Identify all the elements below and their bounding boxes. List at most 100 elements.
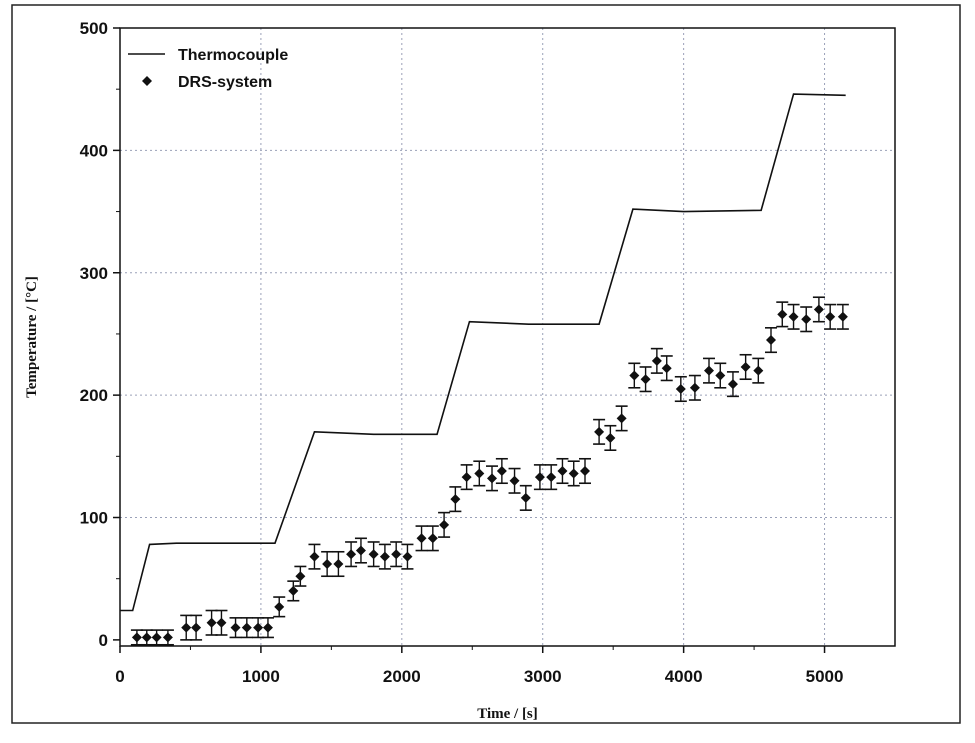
drs-marker	[191, 622, 202, 633]
x-tick-label: 0	[115, 667, 124, 686]
drs-point	[345, 541, 358, 568]
drs-marker	[727, 379, 738, 390]
x-tick-label: 4000	[665, 667, 703, 686]
drs-marker	[439, 519, 450, 530]
drs-point	[150, 629, 163, 646]
drs-point	[367, 541, 380, 568]
drs-marker	[788, 311, 799, 322]
drs-marker	[616, 413, 627, 424]
outer-border	[11, 4, 961, 724]
drs-marker	[594, 426, 605, 437]
ticks-layer: 0 1000 2000 3000 4000 5000 0 100 200 300 400 500	[80, 19, 844, 686]
drs-marker	[580, 466, 590, 477]
drs-marker	[605, 432, 616, 443]
drs-point	[261, 617, 274, 639]
drs-marker	[131, 632, 142, 643]
y-axis-title: Temperature / [°C]	[24, 276, 40, 398]
drs-marker	[322, 559, 333, 570]
drs-point	[378, 543, 391, 570]
drs-point	[836, 303, 849, 330]
drs-marker	[181, 622, 192, 633]
drs-point	[205, 609, 218, 636]
drs-marker	[355, 545, 366, 556]
drs-point	[660, 355, 673, 382]
drs-marker	[534, 472, 545, 483]
drs-point	[229, 617, 242, 639]
drs-marker	[837, 311, 848, 322]
drs-marker	[333, 559, 344, 570]
drs-point	[650, 347, 663, 374]
drs-point	[240, 617, 253, 639]
drs-marker	[825, 311, 836, 322]
drs-marker	[661, 363, 672, 374]
x-axis-title: Time / [s]	[477, 706, 538, 722]
drs-marker	[766, 335, 776, 346]
drs-marker	[546, 472, 557, 483]
drs-point	[579, 457, 591, 485]
drs-point	[486, 465, 498, 492]
y-tick-label: 500	[80, 19, 108, 38]
drs-marker	[675, 384, 686, 395]
drs-point	[294, 565, 307, 587]
drs-marker	[206, 617, 217, 628]
drs-marker	[740, 361, 751, 372]
drs-point	[390, 541, 403, 568]
plot-area	[119, 27, 896, 647]
drs-point	[190, 614, 203, 641]
drs-marker	[801, 314, 812, 325]
drs-marker	[813, 304, 824, 315]
drs-point	[615, 405, 628, 432]
drs-point	[556, 457, 569, 485]
drs-marker	[427, 533, 438, 544]
drs-point	[449, 486, 462, 513]
drs-marker	[141, 632, 152, 643]
drs-point	[321, 550, 334, 578]
drs-marker	[568, 468, 579, 479]
drs-point	[438, 511, 451, 538]
drs-point	[776, 301, 789, 328]
drs-point	[533, 464, 546, 491]
y-tick-label: 300	[80, 264, 108, 283]
drs-marker	[262, 622, 273, 633]
drs-marker	[368, 549, 379, 560]
drs-point	[739, 353, 752, 381]
drs-point	[473, 460, 486, 487]
drs-marker	[274, 601, 285, 612]
drs-marker	[474, 468, 485, 479]
drs-marker	[520, 492, 531, 503]
drs-point	[495, 457, 508, 485]
drs-marker	[640, 374, 651, 385]
drs-marker	[689, 382, 700, 393]
drs-point	[714, 362, 727, 389]
drs-marker	[309, 551, 320, 562]
y-tick-label: 100	[80, 509, 108, 528]
drs-point	[639, 366, 652, 393]
drs-point	[308, 543, 321, 570]
drs-marker	[704, 365, 714, 376]
x-tick-label: 2000	[383, 667, 421, 686]
drs-point	[415, 525, 428, 552]
legend-drs-marker	[142, 76, 152, 86]
drs-point	[215, 609, 228, 636]
drs-point	[674, 375, 687, 403]
drs-point	[567, 460, 580, 487]
legend-drs-label: DRS-system	[178, 74, 272, 91]
x-tick-label: 3000	[524, 667, 562, 686]
drs-marker	[651, 355, 662, 366]
drs-point	[426, 525, 439, 552]
drs-marker	[416, 533, 427, 544]
drs-marker	[461, 472, 472, 483]
x-tick-label: 1000	[242, 667, 280, 686]
drs-marker	[487, 473, 497, 484]
drs-point	[519, 484, 532, 511]
drs-marker	[151, 632, 162, 643]
x-tick-label: 5000	[806, 667, 844, 686]
drs-marker	[629, 370, 640, 381]
drs-marker	[557, 466, 568, 477]
drs-marker	[216, 617, 227, 628]
series-thermocouple-line	[120, 93, 846, 612]
drs-point	[787, 303, 800, 330]
drs-marker	[241, 622, 252, 633]
y-tick-label: 200	[80, 386, 108, 405]
